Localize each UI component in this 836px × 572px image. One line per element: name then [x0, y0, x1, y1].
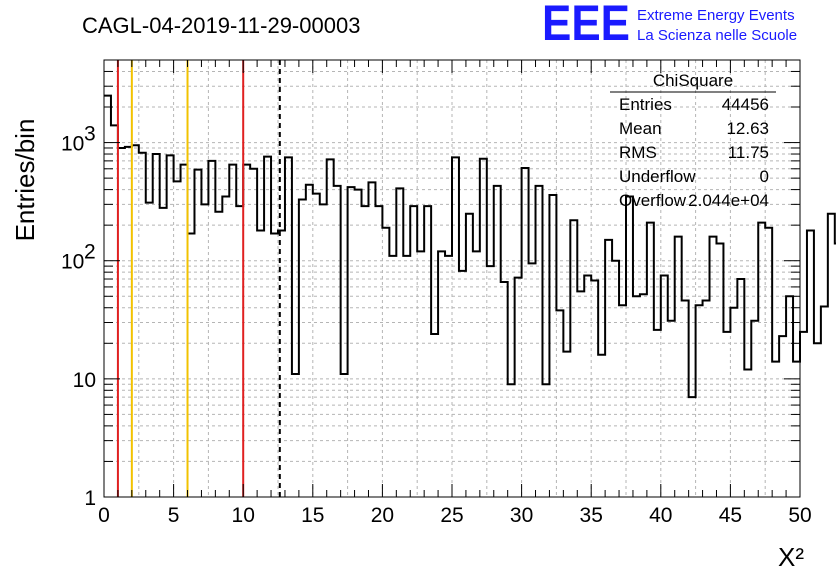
stats-box: ChiSquare Entries 44456 Mean 12.63 RMS 11.75 U… — [610, 71, 776, 210]
x-tick-label: 40 — [649, 504, 672, 527]
y-tick-label: 10 — [73, 369, 96, 392]
x-tick-label: 15 — [301, 504, 324, 527]
stats-value: 44456 — [722, 95, 769, 114]
grid — [103, 59, 801, 498]
histogram — [104, 94, 836, 399]
eee-logo: EEE Extreme Energy Events La Scienza nel… — [542, 0, 797, 51]
y-tick-exponent: 3 — [84, 123, 96, 146]
x-tick-label: 35 — [580, 504, 603, 527]
stats-label: Underflow — [619, 167, 696, 186]
stats-label: RMS — [619, 143, 657, 162]
y-tick-label: 1 — [84, 487, 96, 510]
x-tick-label: 10 — [232, 504, 255, 527]
x-tick-labels: 0 5 10 15 20 25 30 35 40 45 50 — [98, 504, 812, 527]
x-tick-label: 45 — [719, 504, 742, 527]
y-tick-label: 10 — [61, 251, 84, 274]
x-tick-label: 5 — [168, 504, 180, 527]
x-tick-label: 0 — [98, 504, 110, 527]
y-axis-title: Entries/bin — [10, 119, 40, 242]
axis-ticks — [103, 59, 801, 497]
y-tick-exponent: 2 — [84, 241, 96, 264]
marker-lines — [116, 60, 281, 497]
stats-title: ChiSquare — [653, 71, 733, 90]
stats-value: 12.63 — [726, 119, 769, 138]
x-tick-label: 25 — [440, 504, 463, 527]
x-axis-title: X² — [778, 542, 804, 572]
logo-line2: La Scienza nelle Scuole — [637, 27, 797, 44]
y-tick-label: 10 — [61, 133, 84, 156]
stats-value: 11.75 — [728, 143, 769, 162]
stats-label: Mean — [619, 119, 662, 138]
chart-title: CAGL-04-2019-11-29-00003 — [82, 13, 360, 38]
logo-line1: Extreme Energy Events — [637, 7, 795, 24]
stats-label: Overflow — [619, 191, 687, 210]
stats-label: Entries — [619, 95, 672, 114]
histogram-series — [104, 94, 836, 399]
stats-rows: Entries 44456 Mean 12.63 RMS 11.75 Underflow 0 O… — [619, 95, 769, 210]
x-tick-label: 50 — [788, 504, 811, 527]
x-tick-label: 30 — [510, 504, 533, 527]
x-tick-label: 20 — [371, 504, 394, 527]
stats-value: 2.044e+04 — [688, 191, 769, 210]
stats-value: 0 — [760, 167, 769, 186]
logo-mark: EEE — [542, 0, 630, 51]
